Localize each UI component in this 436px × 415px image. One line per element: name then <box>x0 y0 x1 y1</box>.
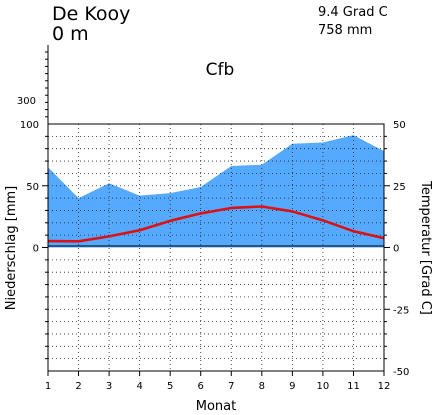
left-axis: 0 50 100 <box>20 120 48 360</box>
x-tick-label: 9 <box>289 381 295 392</box>
annual-precipitation: 758 mm <box>318 23 372 38</box>
right-tick-label: 50 <box>393 120 406 131</box>
right-axis-label: Temperatur [Grad C] <box>418 180 433 315</box>
x-tick-label: 7 <box>228 381 234 392</box>
left-tick-label: 0 <box>33 244 39 255</box>
left-axis-label: Niederschlag [mm] <box>4 186 19 311</box>
right-tick-label: 25 <box>393 182 406 193</box>
right-tick-label: -25 <box>393 305 409 316</box>
climate-class: Cfb <box>206 60 235 80</box>
right-tick-label: 0 <box>393 244 399 255</box>
x-tick-label: 11 <box>347 381 360 392</box>
x-tick-label: 6 <box>198 381 204 392</box>
x-axis-label: Monat <box>196 399 236 414</box>
station-elevation: 0 m <box>52 23 89 45</box>
x-tick-label: 12 <box>378 381 391 392</box>
right-axis: -50 -25 0 25 50 <box>384 120 409 378</box>
mean-temperature: 9.4 Grad C <box>318 5 388 20</box>
right-tick-label: -50 <box>393 367 409 378</box>
x-tick-label: 8 <box>259 381 265 392</box>
x-tick-label: 5 <box>167 381 173 392</box>
x-tick-label: 4 <box>136 381 142 392</box>
left-tick-label: 100 <box>20 120 39 131</box>
x-tick-label: 1 <box>45 381 51 392</box>
precipitation-area <box>48 135 384 248</box>
x-tick-label: 2 <box>75 381 81 392</box>
x-axis: 1 2 3 4 5 6 7 8 9 10 11 12 <box>45 371 391 392</box>
x-tick-label: 10 <box>317 381 330 392</box>
left-tick-label: 50 <box>26 182 39 193</box>
upper-axis-ticks <box>45 51 48 118</box>
temperature-line <box>47 205 385 243</box>
left-upper-tick-label: 300 <box>17 96 36 107</box>
station-name: De Kooy <box>52 3 130 25</box>
x-tick-label: 3 <box>106 381 112 392</box>
